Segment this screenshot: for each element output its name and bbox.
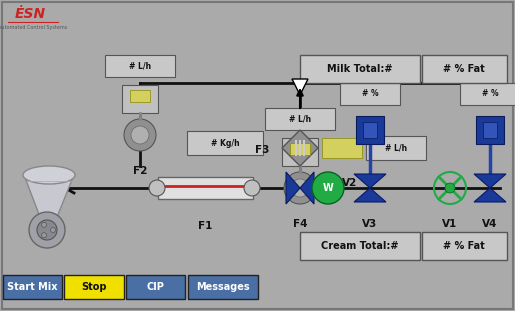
FancyBboxPatch shape bbox=[122, 85, 158, 113]
FancyBboxPatch shape bbox=[290, 143, 310, 155]
Text: F3: F3 bbox=[255, 145, 269, 155]
Circle shape bbox=[42, 222, 46, 227]
Circle shape bbox=[50, 228, 56, 233]
FancyBboxPatch shape bbox=[322, 138, 362, 158]
Text: # %: # % bbox=[482, 90, 499, 99]
Text: Stop: Stop bbox=[81, 282, 107, 292]
FancyBboxPatch shape bbox=[3, 275, 62, 299]
Text: W: W bbox=[322, 183, 333, 193]
Polygon shape bbox=[282, 130, 318, 166]
Circle shape bbox=[149, 180, 165, 196]
FancyBboxPatch shape bbox=[188, 275, 258, 299]
FancyBboxPatch shape bbox=[356, 116, 384, 144]
FancyBboxPatch shape bbox=[300, 232, 420, 260]
Polygon shape bbox=[286, 172, 300, 204]
Circle shape bbox=[445, 183, 455, 193]
Text: # % Fat: # % Fat bbox=[443, 64, 485, 74]
Text: V2: V2 bbox=[342, 178, 357, 188]
Text: Messages: Messages bbox=[196, 282, 250, 292]
Circle shape bbox=[244, 180, 260, 196]
Text: ĖSN: ĖSN bbox=[14, 7, 45, 21]
FancyBboxPatch shape bbox=[64, 275, 124, 299]
FancyBboxPatch shape bbox=[130, 90, 150, 102]
FancyBboxPatch shape bbox=[105, 55, 175, 77]
Text: # L/h: # L/h bbox=[129, 62, 151, 71]
Text: V4: V4 bbox=[483, 219, 497, 229]
Text: Milk Total:#: Milk Total:# bbox=[327, 64, 393, 74]
Text: # L/h: # L/h bbox=[385, 143, 407, 152]
FancyBboxPatch shape bbox=[476, 116, 504, 144]
Circle shape bbox=[29, 212, 65, 248]
Text: Start Mix: Start Mix bbox=[7, 282, 58, 292]
FancyBboxPatch shape bbox=[460, 83, 515, 105]
Circle shape bbox=[131, 126, 149, 144]
FancyBboxPatch shape bbox=[300, 55, 420, 83]
Text: F1: F1 bbox=[198, 221, 212, 231]
Polygon shape bbox=[354, 174, 386, 188]
Polygon shape bbox=[474, 174, 506, 188]
Text: Automated Control Systems: Automated Control Systems bbox=[0, 25, 67, 30]
FancyBboxPatch shape bbox=[422, 55, 507, 83]
FancyBboxPatch shape bbox=[126, 275, 185, 299]
Circle shape bbox=[124, 119, 156, 151]
Text: # L/h: # L/h bbox=[289, 114, 311, 123]
FancyBboxPatch shape bbox=[422, 232, 507, 260]
FancyBboxPatch shape bbox=[187, 131, 263, 155]
Polygon shape bbox=[300, 172, 314, 204]
Circle shape bbox=[312, 172, 344, 204]
Text: F2: F2 bbox=[133, 166, 147, 176]
Circle shape bbox=[291, 179, 309, 197]
FancyBboxPatch shape bbox=[363, 122, 377, 138]
Ellipse shape bbox=[23, 166, 75, 184]
Polygon shape bbox=[24, 175, 74, 217]
Polygon shape bbox=[474, 188, 506, 202]
Text: V3: V3 bbox=[363, 219, 377, 229]
FancyBboxPatch shape bbox=[483, 122, 497, 138]
Text: F4: F4 bbox=[293, 219, 307, 229]
Polygon shape bbox=[292, 79, 308, 95]
FancyBboxPatch shape bbox=[366, 136, 426, 160]
FancyBboxPatch shape bbox=[282, 138, 318, 166]
Circle shape bbox=[284, 172, 316, 204]
FancyBboxPatch shape bbox=[158, 177, 253, 199]
Polygon shape bbox=[354, 188, 386, 202]
Circle shape bbox=[42, 233, 46, 238]
FancyBboxPatch shape bbox=[340, 83, 400, 105]
Text: V1: V1 bbox=[442, 219, 458, 229]
FancyBboxPatch shape bbox=[265, 108, 335, 130]
Text: # % Fat: # % Fat bbox=[443, 241, 485, 251]
Text: Cream Total:#: Cream Total:# bbox=[321, 241, 399, 251]
Text: # %: # % bbox=[362, 90, 379, 99]
Text: CIP: CIP bbox=[147, 282, 165, 292]
Circle shape bbox=[37, 220, 57, 240]
Text: # Kg/h: # Kg/h bbox=[211, 138, 239, 147]
